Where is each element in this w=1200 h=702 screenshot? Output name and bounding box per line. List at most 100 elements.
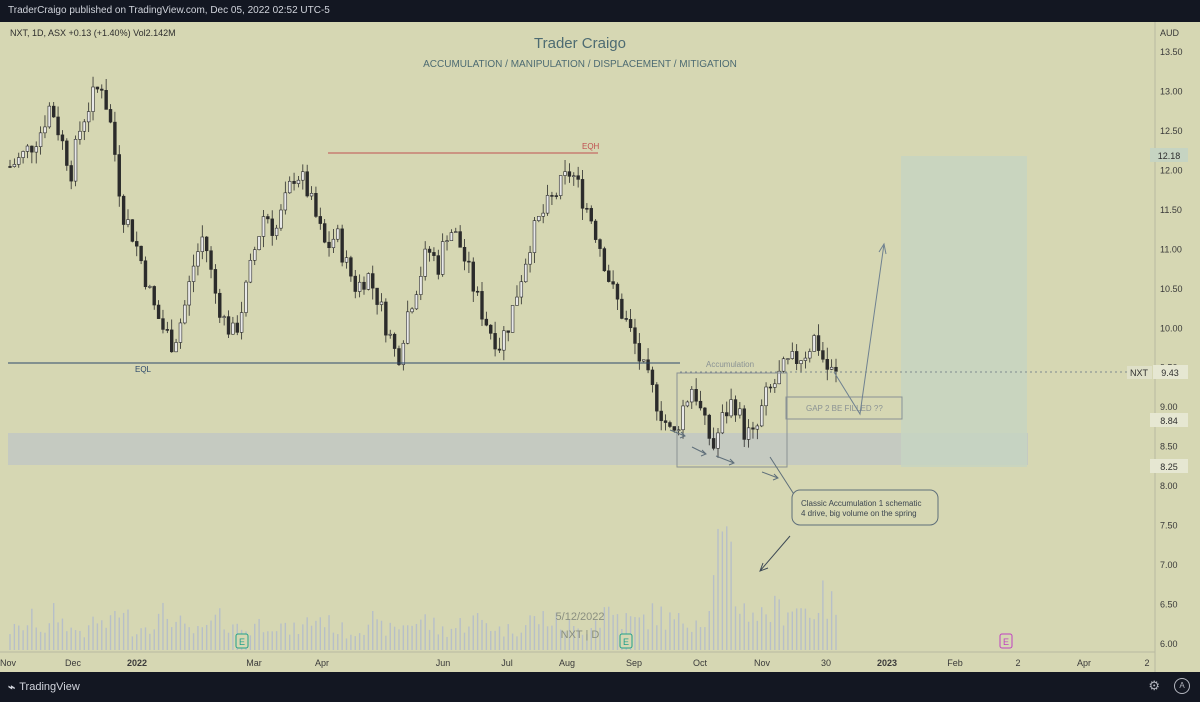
candle-body [305, 171, 309, 197]
candle-body [515, 296, 519, 306]
candle-body [755, 425, 760, 430]
volume-bar [782, 625, 785, 650]
candle-body [493, 333, 497, 350]
price-chart[interactable]: EQH EQL Accumulation GAP 2 BE FILLED ?? … [0, 22, 1200, 672]
earnings-marker-2: E [619, 633, 633, 649]
volume-bar [511, 633, 514, 650]
volume-bar [35, 627, 37, 650]
volume-bar [608, 606, 610, 650]
candle-body [283, 192, 288, 211]
candle-body [502, 330, 506, 351]
volume-bar [507, 624, 509, 650]
volume-bar [695, 620, 697, 650]
volume-bar [800, 608, 802, 650]
candle-body [8, 166, 12, 168]
volume-bar [345, 638, 348, 650]
chart-subtitle: ACCUMULATION / MANIPULATION / DISPLACEME… [423, 59, 737, 70]
candle-body [524, 263, 528, 283]
volume-bar [153, 629, 155, 650]
volume-bar [214, 614, 217, 650]
gear-icon[interactable]: ⚙ [1148, 678, 1160, 693]
brand[interactable]: ⌁ TradingView [8, 680, 80, 694]
candle-body [628, 319, 633, 329]
candle-body [423, 248, 427, 277]
drive-arrow-1 [669, 429, 686, 439]
candle-body [327, 241, 331, 249]
volume-bar [577, 628, 579, 650]
candle-body [322, 223, 327, 243]
volume-bar [398, 629, 400, 650]
x-tick-label: 2 [1144, 658, 1149, 668]
candle-body [637, 343, 642, 362]
candle-body [506, 330, 510, 333]
zone-top-label: 8.84 [1150, 413, 1188, 427]
volume-bar [520, 632, 523, 650]
gap-label: GAP 2 BE FILLED ?? [806, 404, 883, 413]
volume-bar [564, 631, 566, 650]
time-axis: Nov Dec 2022 Mar Apr Jun Jul Aug Sep Oct Nov 30 2023… [0, 658, 1150, 668]
candle-body [716, 432, 720, 449]
candle-body [528, 252, 532, 265]
volume-bar [92, 616, 94, 650]
note-line-2: 4 drive, big volume on the spring [801, 509, 917, 518]
volume-bar [656, 625, 658, 650]
x-tick-label: Oct [693, 658, 708, 668]
volume-bar [677, 613, 680, 650]
candle-body [117, 154, 121, 197]
candle-body [462, 246, 467, 262]
candle-body [703, 407, 707, 416]
candle-body [816, 335, 821, 351]
candle-body [607, 270, 611, 282]
volume-bar [424, 614, 426, 650]
y-tick-label: 11.00 [1160, 244, 1182, 254]
eqh-label: EQH [582, 142, 600, 151]
candle-body [231, 322, 235, 335]
demand-zone [8, 433, 1028, 465]
volume-bar [498, 626, 501, 650]
candle-body [388, 333, 392, 336]
volume-bar [437, 634, 439, 650]
candle-body [21, 151, 25, 158]
candle-body [25, 145, 30, 152]
volume-bar [813, 619, 815, 650]
candle-body [69, 165, 73, 182]
candle-body [226, 316, 231, 335]
x-tick-label: Apr [315, 658, 329, 668]
candle-body [812, 335, 816, 352]
volume-bar [494, 630, 496, 650]
volume-bar [752, 612, 754, 650]
auto-scale-button[interactable]: A [1174, 678, 1190, 694]
volume-bar [743, 603, 745, 650]
volume-bar [516, 636, 518, 650]
candle-body [379, 301, 384, 305]
volume-bar [310, 625, 313, 650]
candle-body [445, 240, 449, 242]
projection-arrow [833, 243, 885, 416]
volume-bar [109, 615, 112, 650]
volume-bar [629, 616, 632, 650]
chart-area[interactable]: EQH EQL Accumulation GAP 2 BE FILLED ?? … [0, 22, 1200, 672]
candle-body [196, 251, 200, 267]
target-price-label: 12.18 [1150, 148, 1188, 162]
candle-body [30, 145, 34, 153]
candle-body [362, 281, 366, 290]
candle-body [620, 298, 624, 319]
volume-bar [647, 629, 649, 650]
candle-body [475, 290, 480, 293]
y-tick-label: 12.50 [1160, 126, 1183, 136]
accumulation-label: Accumulation [706, 360, 754, 369]
volume-bar [44, 632, 46, 650]
volume-bar [699, 627, 702, 650]
candle-body [419, 276, 423, 295]
candle-body [56, 116, 60, 136]
volume-bar [407, 625, 409, 650]
volume-bar [529, 615, 531, 650]
volume-bar [551, 625, 553, 650]
candle-body [270, 218, 274, 236]
candle-body [91, 86, 95, 112]
candle-body [790, 351, 794, 359]
x-tick-label: Jun [436, 658, 451, 668]
svg-text:E: E [1003, 637, 1009, 647]
candle-body [598, 239, 602, 249]
candle-body [646, 359, 650, 371]
